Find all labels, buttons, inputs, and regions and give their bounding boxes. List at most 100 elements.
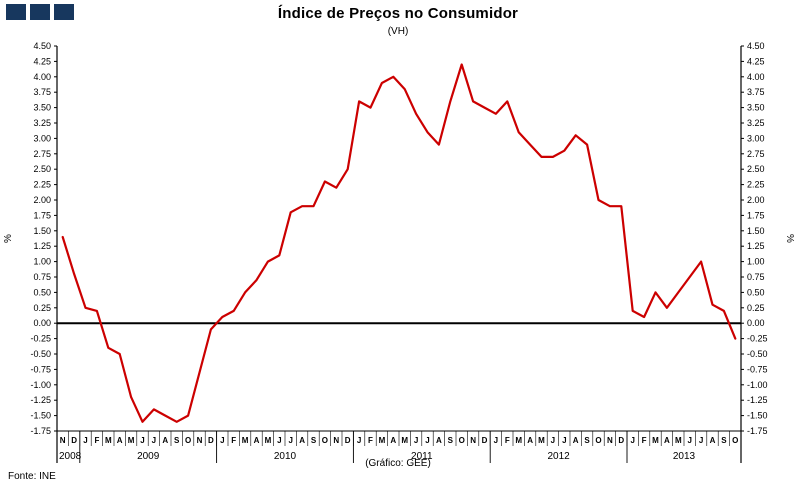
svg-text:%: % xyxy=(784,234,795,243)
logo-square xyxy=(30,4,50,20)
svg-text:N: N xyxy=(197,436,203,445)
svg-text:3.25: 3.25 xyxy=(747,118,765,128)
svg-text:O: O xyxy=(459,436,465,445)
svg-text:2012: 2012 xyxy=(547,451,570,462)
svg-text:M: M xyxy=(265,436,272,445)
svg-text:D: D xyxy=(208,436,214,445)
y-axis-labels: 4.50 4.50 4.25 4.25 4.00 4.00 3.75 3.75 3.50 3.50… xyxy=(30,41,767,436)
svg-text:J: J xyxy=(562,436,566,445)
svg-text:J: J xyxy=(357,436,361,445)
svg-text:2.75: 2.75 xyxy=(33,149,51,159)
svg-text:0.00: 0.00 xyxy=(747,318,765,328)
svg-text:4.00: 4.00 xyxy=(33,72,51,82)
svg-text:1.50: 1.50 xyxy=(33,226,51,236)
svg-text:J: J xyxy=(551,436,555,445)
svg-text:D: D xyxy=(482,436,488,445)
svg-text:3.75: 3.75 xyxy=(33,87,51,97)
svg-text:O: O xyxy=(185,436,191,445)
svg-text:F: F xyxy=(642,436,647,445)
svg-text:2.25: 2.25 xyxy=(747,180,765,190)
svg-text:-0.75: -0.75 xyxy=(30,364,51,374)
svg-text:0.00: 0.00 xyxy=(33,318,51,328)
svg-text:-1.75: -1.75 xyxy=(30,426,51,436)
svg-text:A: A xyxy=(162,436,168,445)
svg-text:1.75: 1.75 xyxy=(747,210,765,220)
svg-text:-0.50: -0.50 xyxy=(747,349,768,359)
svg-text:4.50: 4.50 xyxy=(747,41,765,51)
svg-text:A: A xyxy=(390,436,396,445)
svg-text:0.50: 0.50 xyxy=(747,287,765,297)
svg-text:J: J xyxy=(687,436,691,445)
svg-text:M: M xyxy=(379,436,386,445)
svg-text:A: A xyxy=(299,436,305,445)
svg-text:J: J xyxy=(140,436,144,445)
svg-text:N: N xyxy=(333,436,339,445)
svg-text:0.25: 0.25 xyxy=(33,303,51,313)
svg-text:%: % xyxy=(3,234,14,243)
svg-text:2.00: 2.00 xyxy=(33,195,51,205)
svg-text:1.75: 1.75 xyxy=(33,210,51,220)
svg-text:-1.00: -1.00 xyxy=(747,380,768,390)
svg-text:D: D xyxy=(71,436,77,445)
svg-text:N: N xyxy=(607,436,613,445)
svg-text:J: J xyxy=(220,436,224,445)
year-axis: 2008 2009 2010 2011 2012 2013 xyxy=(56,431,742,463)
svg-text:1.25: 1.25 xyxy=(33,241,51,251)
svg-text:A: A xyxy=(573,436,579,445)
chart-title: Índice de Preços no Consumidor xyxy=(277,5,519,22)
svg-text:S: S xyxy=(721,436,727,445)
svg-text:J: J xyxy=(277,436,281,445)
svg-text:M: M xyxy=(515,436,522,445)
svg-text:F: F xyxy=(231,436,236,445)
svg-text:1.00: 1.00 xyxy=(33,257,51,267)
svg-text:A: A xyxy=(117,436,123,445)
svg-text:2010: 2010 xyxy=(274,451,297,462)
svg-text:4.25: 4.25 xyxy=(33,56,51,66)
logo-squares xyxy=(6,4,74,20)
svg-text:S: S xyxy=(584,436,590,445)
svg-text:2.00: 2.00 xyxy=(747,195,765,205)
svg-text:J: J xyxy=(630,436,634,445)
svg-text:J: J xyxy=(425,436,429,445)
svg-text:M: M xyxy=(242,436,249,445)
svg-text:0.25: 0.25 xyxy=(747,303,765,313)
svg-text:0.75: 0.75 xyxy=(33,272,51,282)
svg-text:M: M xyxy=(105,436,112,445)
svg-text:0.50: 0.50 xyxy=(33,287,51,297)
svg-text:M: M xyxy=(675,436,682,445)
svg-text:-0.25: -0.25 xyxy=(747,334,768,344)
svg-text:3.50: 3.50 xyxy=(33,103,51,113)
svg-text:-1.75: -1.75 xyxy=(747,426,768,436)
svg-text:A: A xyxy=(436,436,442,445)
svg-text:2.50: 2.50 xyxy=(747,164,765,174)
svg-text:S: S xyxy=(174,436,180,445)
svg-text:2013: 2013 xyxy=(673,451,696,462)
svg-text:N: N xyxy=(60,436,66,445)
svg-text:A: A xyxy=(527,436,533,445)
svg-text:2.50: 2.50 xyxy=(33,164,51,174)
svg-text:D: D xyxy=(618,436,624,445)
svg-text:J: J xyxy=(288,436,292,445)
cpi-series-line xyxy=(61,63,737,423)
svg-text:-1.25: -1.25 xyxy=(747,395,768,405)
svg-text:1.00: 1.00 xyxy=(747,257,765,267)
axes xyxy=(56,46,742,463)
svg-text:S: S xyxy=(448,436,454,445)
svg-text:J: J xyxy=(83,436,87,445)
svg-text:3.25: 3.25 xyxy=(33,118,51,128)
svg-text:J: J xyxy=(494,436,498,445)
svg-text:J: J xyxy=(699,436,703,445)
svg-text:2.25: 2.25 xyxy=(33,180,51,190)
svg-text:4.50: 4.50 xyxy=(33,41,51,51)
svg-text:2.75: 2.75 xyxy=(747,149,765,159)
svg-text:M: M xyxy=(401,436,408,445)
svg-text:M: M xyxy=(538,436,545,445)
svg-text:F: F xyxy=(505,436,510,445)
svg-text:-0.25: -0.25 xyxy=(30,334,51,344)
chart-credit: (Gráfico: GEE) xyxy=(365,458,431,469)
svg-text:A: A xyxy=(710,436,716,445)
svg-text:4.00: 4.00 xyxy=(747,72,765,82)
svg-text:-0.75: -0.75 xyxy=(747,364,768,374)
